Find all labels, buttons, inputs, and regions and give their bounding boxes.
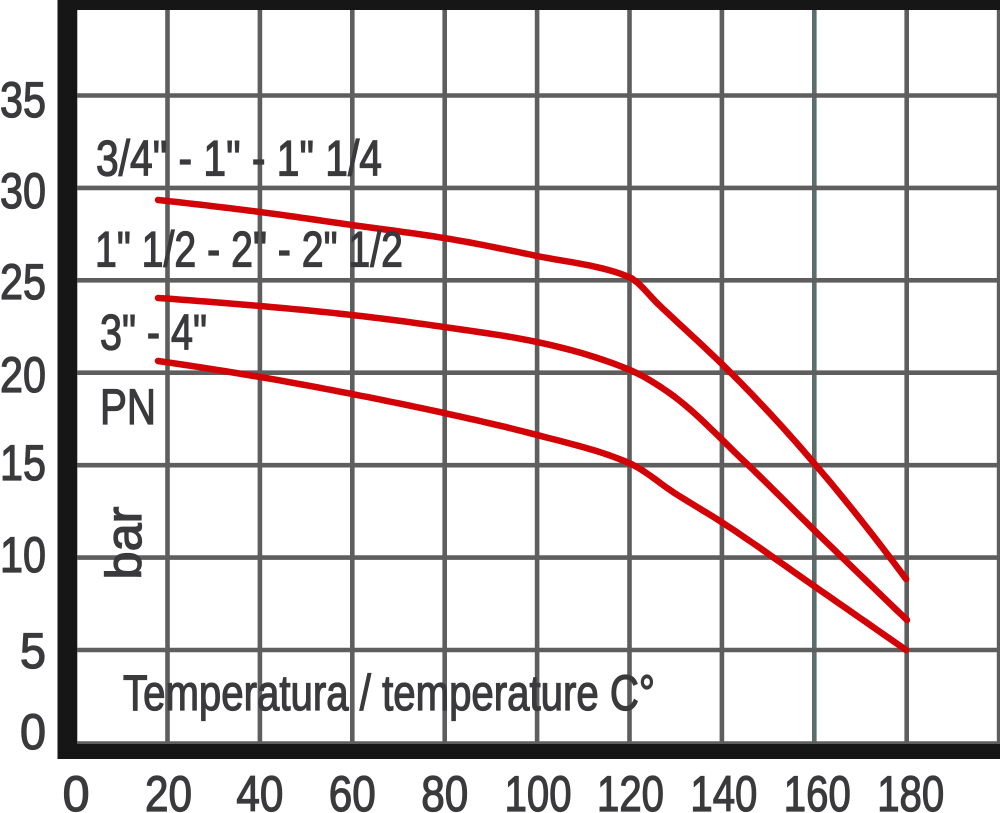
svg-text:60: 60 [329,765,376,813]
svg-text:10: 10 [0,526,46,583]
svg-text:160: 160 [784,765,851,813]
svg-text:5: 5 [20,622,46,679]
svg-text:0: 0 [63,765,90,813]
svg-text:140: 140 [690,765,757,813]
svg-text:3/4" - 1" - 1" 1/4: 3/4" - 1" - 1" 1/4 [96,130,382,187]
svg-text:1" 1/2 - 2" - 2" 1/2: 1" 1/2 - 2" - 2" 1/2 [95,221,403,278]
svg-text:0: 0 [20,703,46,760]
svg-text:180: 180 [877,765,944,813]
svg-text:20: 20 [0,346,46,403]
svg-text:20: 20 [145,765,192,813]
svg-text:30: 30 [0,162,46,219]
svg-text:100: 100 [505,765,572,813]
svg-text:25: 25 [0,253,46,310]
svg-text:3" - 4": 3" - 4" [100,304,207,361]
svg-text:Temperatura / temperature C°: Temperatura / temperature C° [123,664,655,721]
svg-text:bar: bar [95,507,152,580]
svg-text:40: 40 [236,765,283,813]
svg-text:15: 15 [0,434,46,491]
svg-text:120: 120 [597,765,664,813]
svg-text:35: 35 [0,71,46,128]
svg-text:PN: PN [100,378,156,435]
svg-text:80: 80 [421,765,468,813]
